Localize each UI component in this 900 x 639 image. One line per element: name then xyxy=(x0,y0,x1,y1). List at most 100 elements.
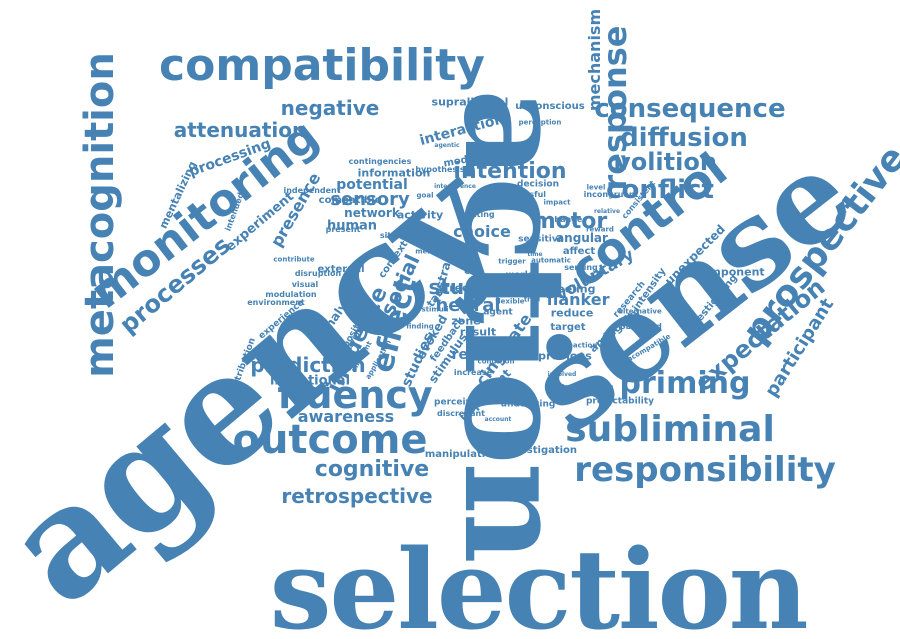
word-mechanism: mechanism xyxy=(585,8,604,112)
word-selection: selection xyxy=(269,525,809,639)
word-study: study xyxy=(428,275,492,299)
word-investigation: investigation xyxy=(502,445,578,456)
word-trigger: trigger xyxy=(498,257,526,266)
word-supraliminal: supraliminal xyxy=(431,95,509,109)
word-serving: serving xyxy=(564,263,598,272)
word-awareness: awareness xyxy=(297,407,395,426)
word-finding: finding xyxy=(406,322,434,331)
word-feeling: feeling xyxy=(552,282,596,296)
word-contingencies: contingencies xyxy=(348,157,412,166)
word-human: human xyxy=(326,218,378,234)
word-agent: agent xyxy=(483,307,513,318)
word-choice: choice xyxy=(453,222,511,241)
word-zone: zone xyxy=(451,314,481,328)
word-external: external xyxy=(317,264,365,275)
word-manipulation: manipulation xyxy=(424,449,500,460)
word-stimuli: stimuli xyxy=(421,305,449,314)
word-retrospective: retrospective xyxy=(281,484,433,508)
word-alternative: alternative xyxy=(618,307,662,316)
word-angular: angular xyxy=(556,231,608,245)
word-sensitive: sensitive xyxy=(518,234,564,245)
word-reduce: reduce xyxy=(550,306,594,320)
word-predictability: predictability xyxy=(585,396,655,407)
word-relative: relative xyxy=(593,208,621,215)
word-prediction: prediction xyxy=(250,353,366,377)
word-automatic: automatic xyxy=(531,256,571,265)
word-cognitive: cognitive xyxy=(314,457,430,482)
word-integrating: integrating xyxy=(550,383,614,394)
word-component: component xyxy=(695,265,765,279)
word-outcome: outcome xyxy=(232,417,428,463)
word-event: event xyxy=(490,280,522,291)
word-succesful: succesful xyxy=(503,190,547,199)
word-increase: increase xyxy=(453,368,493,377)
word-perceived: perceived xyxy=(434,397,484,408)
word-compatibility: compatibility xyxy=(159,40,485,91)
word-fluency: fluency xyxy=(277,373,433,417)
word-disruption: disruption xyxy=(294,269,342,278)
word-flanker: flanker xyxy=(546,290,610,309)
word-reward: reward xyxy=(586,225,614,234)
word-agentic: agentic xyxy=(434,142,460,149)
word-cue: cue xyxy=(464,266,484,277)
word-metacognition: metacognition xyxy=(77,52,123,378)
word-world: world xyxy=(505,270,535,281)
word-modulation: modulation xyxy=(265,290,317,299)
word-present: present xyxy=(325,225,361,234)
word-free: free xyxy=(444,281,470,295)
word-involved: involved xyxy=(547,371,577,378)
word-goal: goal xyxy=(416,191,434,200)
word-unconscious: unconscious xyxy=(515,101,585,112)
word-target: target xyxy=(550,322,586,333)
word-impact: impact xyxy=(543,198,571,207)
word-level: level xyxy=(586,183,606,192)
word-error: error xyxy=(483,142,503,151)
word-discrepant: discrepant xyxy=(437,409,485,418)
word-consequence: consequence xyxy=(594,94,786,124)
word-volition: volition xyxy=(615,148,717,176)
word-neural: neural xyxy=(435,295,501,316)
word-interference: interference xyxy=(434,183,476,190)
word-situation: situation xyxy=(379,231,421,240)
word-condition: condition xyxy=(477,357,515,366)
word-visual: visual xyxy=(291,280,319,289)
word-activity: activity xyxy=(396,208,444,222)
word-contribute: contribute xyxy=(273,255,315,264)
word-incongruent: incongruent xyxy=(583,190,639,199)
word-affect: affect xyxy=(562,246,596,257)
word-observed: observed xyxy=(620,322,662,331)
word-underlying: underlying xyxy=(500,399,556,410)
word-perception: perception xyxy=(518,118,562,127)
word-intention: intention xyxy=(453,159,567,184)
word-sensory: sensory xyxy=(330,189,410,210)
word-model: model xyxy=(443,240,469,249)
word-intentional: intentional xyxy=(269,373,351,389)
word-motor: motor xyxy=(532,209,608,234)
word-result: result xyxy=(459,325,497,339)
word-priming: priming xyxy=(619,366,751,401)
word-belief: belief xyxy=(548,388,568,395)
word-network: network xyxy=(344,206,400,220)
word-conflict: conflict xyxy=(606,175,714,205)
word-potential: potential xyxy=(336,177,408,193)
word-related: related xyxy=(451,347,509,363)
word-subliminal: subliminal xyxy=(565,409,775,450)
word-responsibility: responsibility xyxy=(574,450,836,490)
word-rating: rating xyxy=(467,210,495,219)
word-hypothesis: hypothesis xyxy=(415,165,465,174)
word-reaction: reaction xyxy=(564,341,598,350)
word-time: time xyxy=(527,251,543,258)
word-change: change xyxy=(549,215,583,224)
word-account: account xyxy=(484,416,512,423)
word-environment: environment xyxy=(247,298,305,307)
word-decision: decision xyxy=(517,179,559,190)
word-information: information xyxy=(357,166,431,180)
word-prime: prime xyxy=(409,225,437,234)
word-independent: independent xyxy=(283,186,341,195)
word-negative: negative xyxy=(280,96,380,120)
word-trial: trial xyxy=(523,295,541,304)
word-mental: mental xyxy=(415,247,443,256)
word-previous: previous xyxy=(538,349,592,363)
word-diffusion: diffusion xyxy=(620,123,748,153)
